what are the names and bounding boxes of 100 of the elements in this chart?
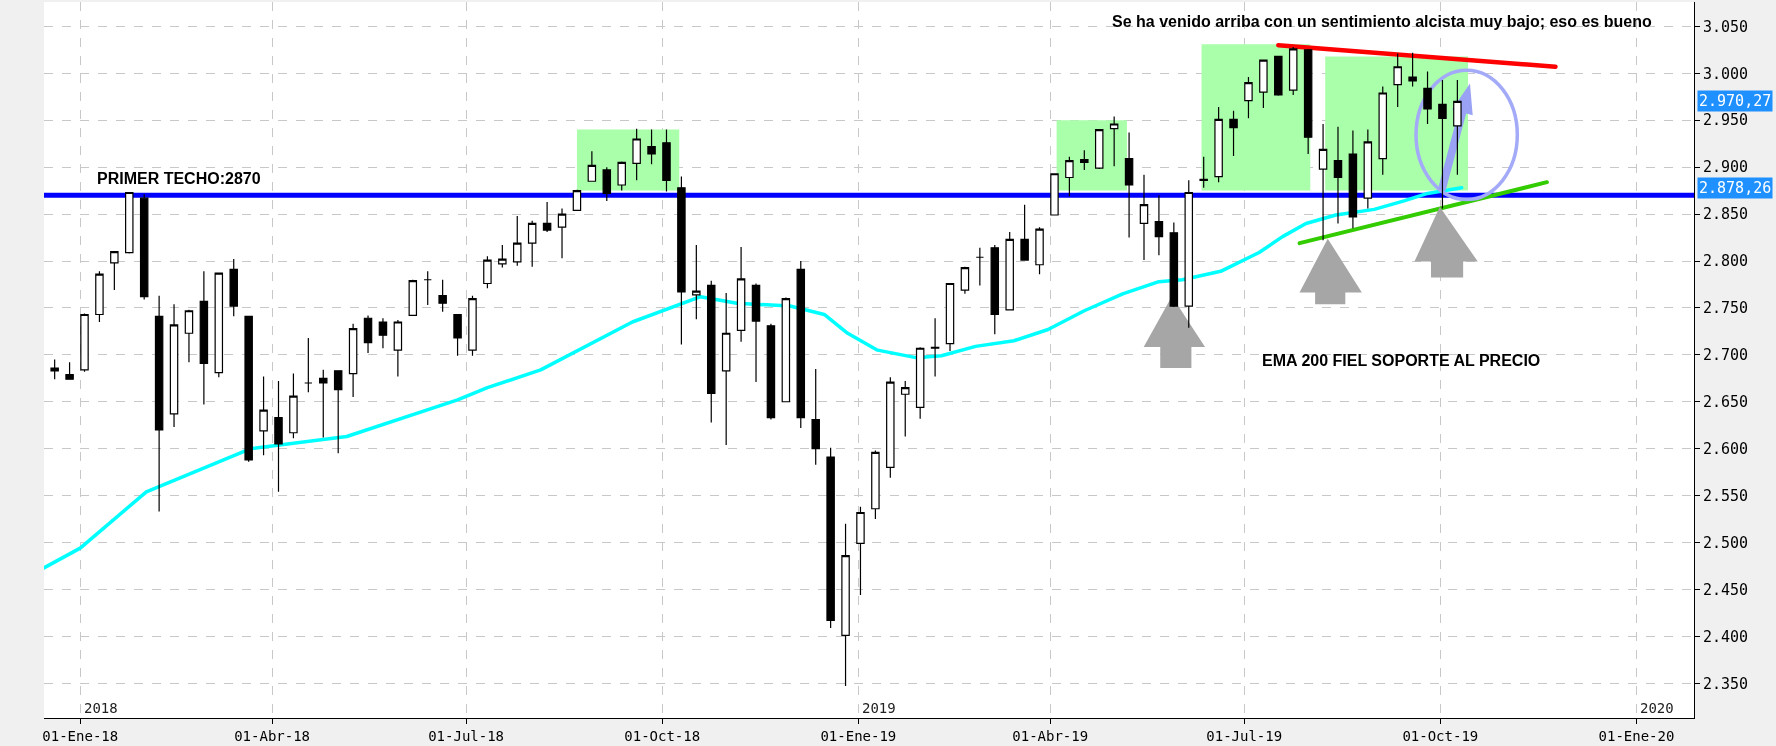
candlestick — [990, 244, 1000, 335]
candlestick — [468, 295, 477, 357]
candlestick — [259, 375, 268, 456]
candlestick — [95, 270, 104, 323]
candlestick — [662, 129, 671, 193]
candlestick — [557, 207, 567, 259]
annotation: 2019 — [862, 700, 896, 716]
candlestick — [826, 447, 835, 629]
x-tick-label: 01-Abr-19 — [1012, 727, 1089, 744]
candlestick — [1154, 194, 1164, 256]
candlestick — [527, 220, 537, 268]
candlestick — [587, 150, 597, 182]
candlestick — [1124, 131, 1134, 239]
y-tick-label: 2.950 — [1703, 111, 1749, 130]
candlestick — [333, 370, 343, 454]
candlestick — [304, 337, 313, 393]
candlestick — [960, 266, 970, 295]
candlestick — [184, 309, 194, 363]
candlestick — [319, 369, 328, 439]
candlestick — [602, 166, 612, 202]
candlestick — [886, 376, 895, 479]
candlestick — [1065, 156, 1074, 197]
candlestick — [796, 260, 806, 429]
x-tick-label: 01-Jul-18 — [428, 727, 505, 744]
candlestick — [125, 191, 134, 255]
candlestick — [199, 270, 209, 406]
candlestick — [1438, 79, 1447, 210]
x-tick-label: 01-Ene-19 — [820, 727, 897, 744]
candlestick — [244, 315, 253, 463]
y-tick-label: 2.750 — [1703, 299, 1749, 318]
x-tick-label: 01-Ene-18 — [42, 727, 119, 744]
candlestick — [1393, 53, 1402, 108]
candlestick — [393, 319, 403, 378]
candlestick — [1094, 129, 1104, 170]
x-tick-label: 01-Jul-19 — [1206, 727, 1283, 744]
y-tick-label: 2.550 — [1703, 486, 1749, 505]
candlestick — [1363, 129, 1373, 210]
candlestick — [1274, 55, 1283, 97]
candlestick — [856, 506, 865, 596]
candlestick — [1423, 70, 1432, 125]
candlestick — [1229, 110, 1238, 157]
text: 2.878,26 — [1699, 179, 1772, 197]
candlestick — [975, 247, 985, 286]
candlestick — [139, 193, 149, 301]
annotation: Se ha venido arriba con un sentimiento alcista muy bajo; eso es bueno — [1112, 13, 1652, 30]
candlestick — [900, 380, 910, 438]
candlestick — [930, 317, 940, 378]
candlestick — [110, 251, 119, 291]
candlestick — [1199, 156, 1208, 189]
candlestick — [1408, 52, 1417, 88]
candlestick — [378, 317, 388, 349]
candlestick — [1139, 174, 1149, 261]
candlestick — [617, 160, 626, 192]
y-tick-label: 2.650 — [1703, 393, 1749, 412]
candlestick — [1109, 115, 1119, 167]
y-tick-label: 3.000 — [1703, 64, 1749, 83]
candlestick — [692, 244, 701, 320]
candlestick — [781, 297, 791, 403]
y-tick-label: 2.500 — [1703, 533, 1749, 552]
candlestick — [348, 323, 358, 398]
candlestick — [706, 280, 716, 423]
candlestick — [572, 189, 582, 211]
candlestick — [154, 295, 164, 513]
candlestick — [1244, 76, 1253, 119]
y-tick-label: 2.800 — [1703, 252, 1749, 271]
candlestick — [766, 323, 776, 421]
candlestick — [1303, 48, 1313, 155]
y-tick-label: 2.450 — [1703, 580, 1749, 599]
y-tick-label: 2.350 — [1703, 674, 1749, 693]
y-tick-label: 2.400 — [1703, 627, 1749, 646]
candlestick — [811, 368, 820, 466]
candlestick — [80, 312, 89, 373]
y-tick-label: 2.850 — [1703, 205, 1749, 224]
text: 2.970,27 — [1699, 92, 1772, 110]
candlestick — [1169, 221, 1179, 308]
candlestick — [542, 201, 552, 233]
candlestick — [871, 449, 880, 520]
candlestick — [498, 244, 507, 269]
candlestick — [841, 523, 850, 687]
y-tick-label: 2.700 — [1703, 346, 1749, 365]
candlestick — [363, 314, 373, 354]
candlestick — [915, 346, 925, 420]
candlestick — [677, 175, 686, 346]
candlestick — [408, 279, 418, 317]
candlestick — [1378, 85, 1388, 176]
candlestick — [1184, 179, 1194, 329]
candlestick — [1259, 59, 1268, 109]
x-tick-label: 01-Oct-19 — [1402, 727, 1479, 744]
candlestick — [1288, 46, 1298, 96]
candlestick — [632, 128, 641, 181]
candlestick — [751, 282, 761, 383]
candlestick — [1348, 129, 1358, 229]
candlestick — [438, 279, 447, 313]
ref-line-label: PRIMER TECHO:2870 — [97, 170, 261, 187]
candlestick — [721, 292, 731, 446]
candlestick — [453, 313, 462, 357]
candlestick — [945, 282, 955, 352]
candlestick — [274, 380, 283, 493]
candlestick — [483, 255, 492, 289]
candlestick — [1005, 231, 1014, 311]
